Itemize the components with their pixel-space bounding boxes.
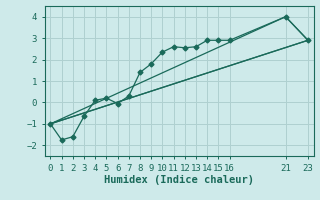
X-axis label: Humidex (Indice chaleur): Humidex (Indice chaleur) bbox=[104, 175, 254, 185]
